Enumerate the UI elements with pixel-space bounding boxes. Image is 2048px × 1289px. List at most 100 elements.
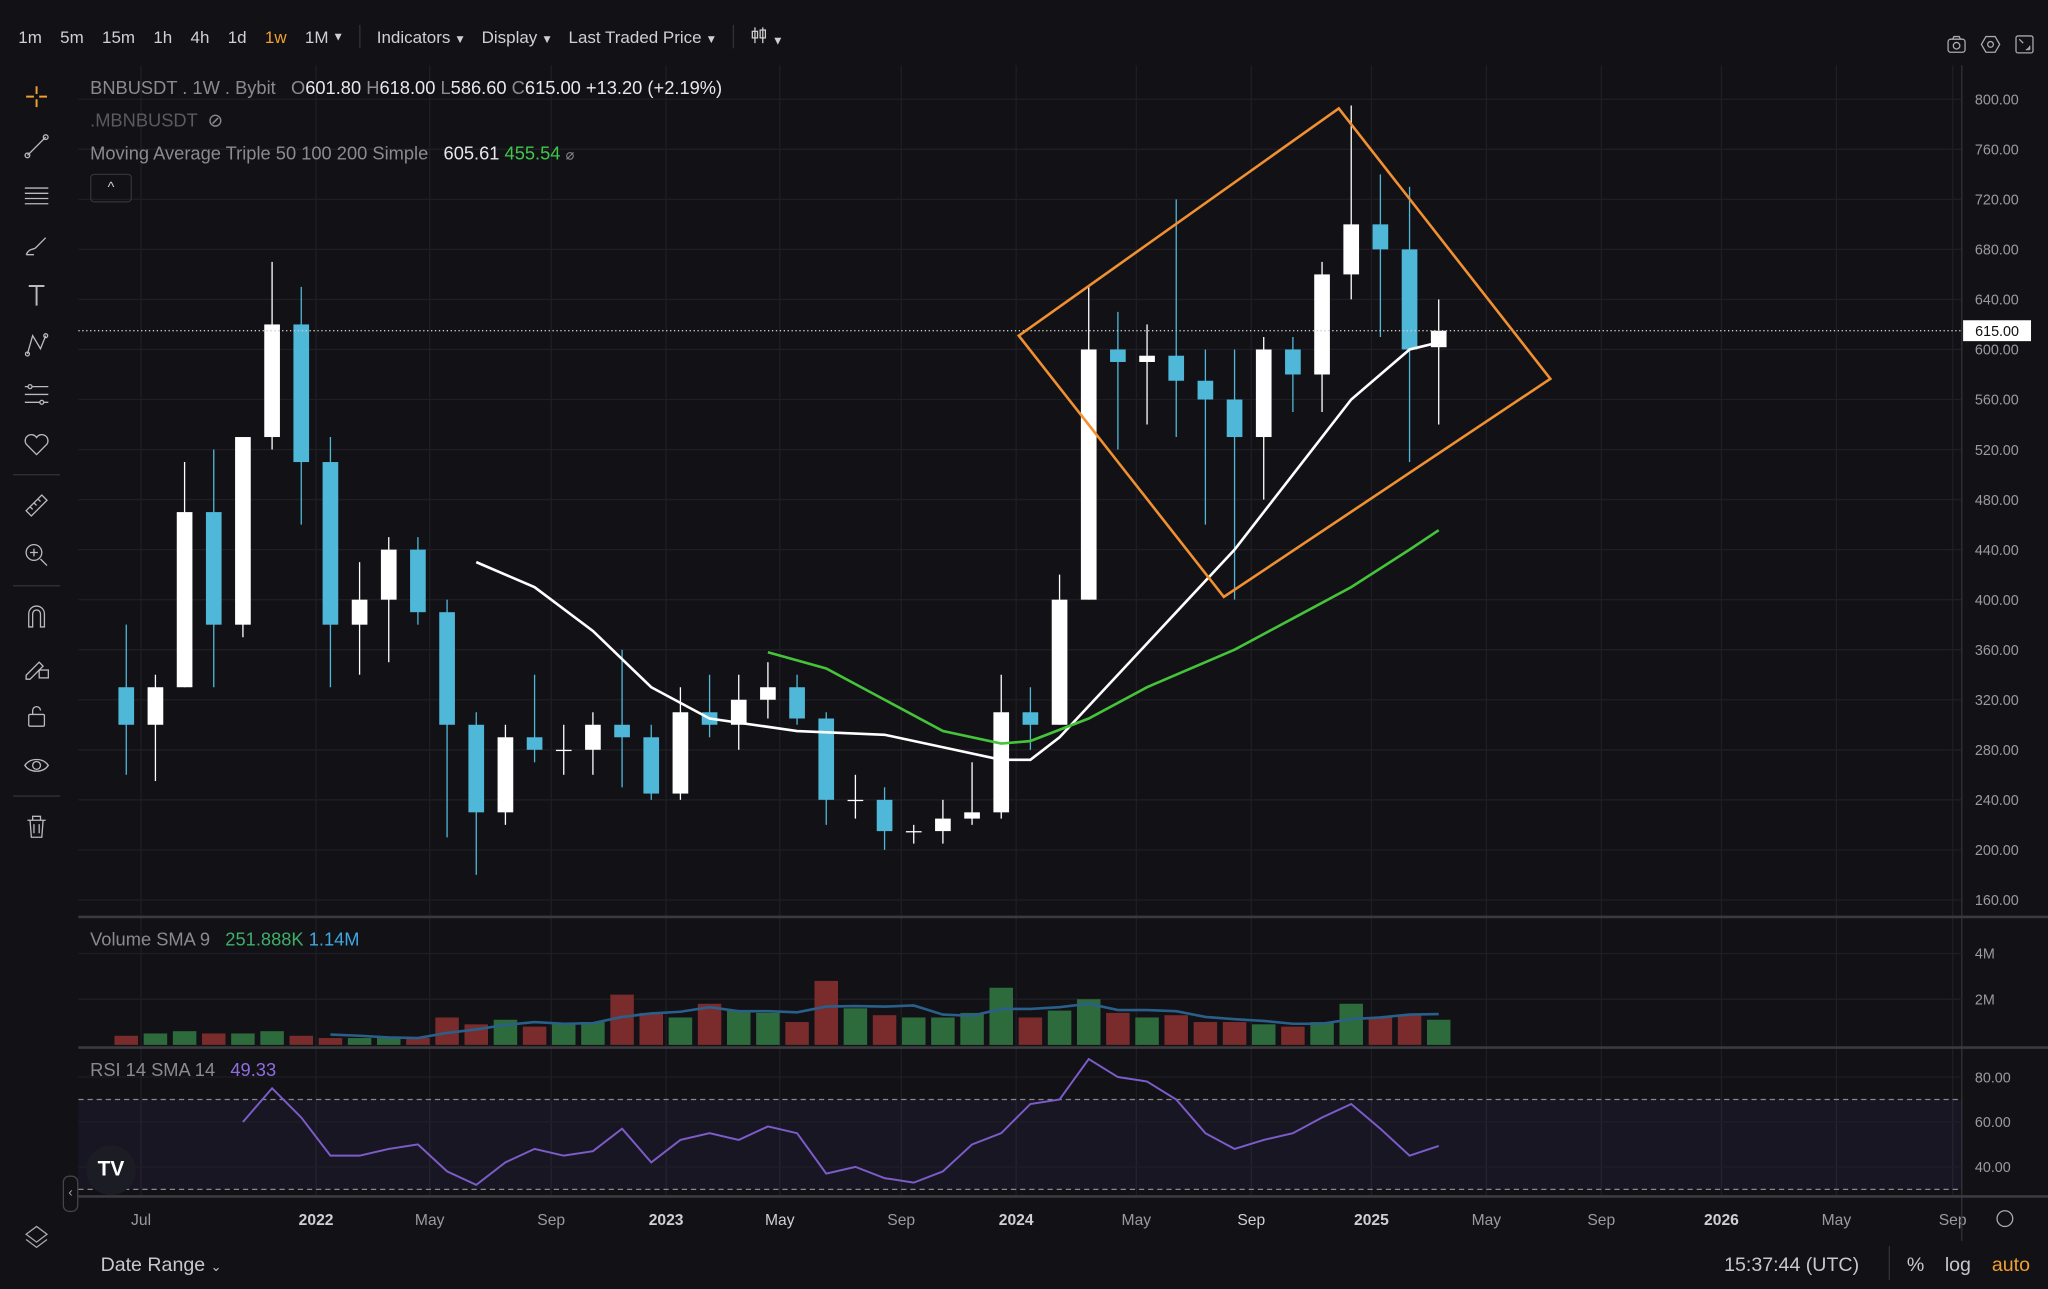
- ma-title[interactable]: Moving Average Triple 50 100 200 Simple: [90, 142, 429, 164]
- crosshair-tool[interactable]: [0, 72, 72, 122]
- brush-tool[interactable]: [0, 221, 72, 271]
- divider: [12, 474, 60, 476]
- candle-body: [439, 612, 455, 725]
- auto-toggle[interactable]: auto: [1991, 1253, 2030, 1277]
- timeframe-dropdown-icon[interactable]: ▼: [332, 30, 345, 44]
- log-toggle[interactable]: log: [1944, 1253, 1971, 1277]
- diamond-pattern-drawing: [1016, 106, 1553, 599]
- na-icon: ⌀: [565, 147, 575, 164]
- fullscreen-icon[interactable]: [2014, 34, 2035, 55]
- rsi-title[interactable]: RSI 14 SMA 14: [90, 1059, 216, 1081]
- symbol-legend: BNBUSDT . 1W . Bybit O601.80 H618.00 L58…: [90, 77, 722, 98]
- time-tick: 2026: [1704, 1212, 1739, 1229]
- tradingview-logo[interactable]: TV: [86, 1145, 136, 1196]
- candle-body: [1226, 399, 1243, 438]
- candle-body: [1343, 224, 1360, 275]
- timeframe-1d[interactable]: 1d: [227, 26, 247, 47]
- volume-sma-value: 1.14M: [308, 928, 360, 950]
- horizontal-lines-tool[interactable]: [0, 171, 72, 221]
- mark-price-legend: .MBNBUSDT ⊘: [90, 110, 223, 132]
- fib-tool[interactable]: [0, 370, 72, 420]
- change-value: +13.20 (+2.19%): [585, 77, 723, 98]
- eye-tool[interactable]: [0, 741, 72, 791]
- timeframe-1M[interactable]: 1M: [304, 26, 329, 47]
- ma-legend: Moving Average Triple 50 100 200 Simple …: [90, 142, 574, 163]
- lock-drawing-tool[interactable]: [0, 641, 72, 691]
- candle-body: [789, 687, 805, 719]
- camera-icon[interactable]: [1946, 34, 1967, 55]
- candle-body: [1080, 349, 1097, 600]
- price-tick: 480.00: [1975, 493, 2019, 509]
- clock[interactable]: 15:37:44 (UTC): [1724, 1253, 1860, 1277]
- brush-icon: [24, 237, 46, 256]
- favorite-tool[interactable]: [0, 419, 72, 469]
- time-tick: May: [765, 1212, 795, 1229]
- timeframe-4h[interactable]: 4h: [190, 26, 210, 47]
- candle-body: [293, 324, 310, 463]
- zoom-in-tool[interactable]: [0, 530, 72, 580]
- price-type-menu[interactable]: Last Traded Price ▼: [569, 27, 718, 47]
- timeframe-1w[interactable]: 1w: [264, 26, 287, 47]
- magnet-icon: [27, 605, 45, 628]
- trendline-tool[interactable]: [0, 121, 72, 171]
- percent-toggle[interactable]: %: [1906, 1253, 1925, 1277]
- collapse-legend-button[interactable]: ^: [90, 173, 132, 203]
- time-tick: 2025: [1354, 1212, 1389, 1229]
- candle-body: [643, 737, 660, 794]
- pattern-icon: [24, 333, 48, 357]
- layers-icon[interactable]: [22, 1224, 51, 1253]
- close-value: 615.00: [524, 77, 581, 98]
- price-tick: 680.00: [1975, 243, 2019, 259]
- candle-body: [876, 799, 893, 832]
- display-menu[interactable]: Display ▼: [482, 27, 553, 47]
- candle-body: [497, 737, 514, 813]
- divider: [12, 795, 60, 797]
- chevron-down-icon: ⌄: [210, 1260, 222, 1275]
- price-tick: 760.00: [1975, 143, 2019, 159]
- date-range-button[interactable]: Date Range ⌄: [101, 1254, 222, 1276]
- timeframe-1m[interactable]: 1m: [18, 26, 42, 47]
- candle-body: [1168, 355, 1185, 381]
- drawing-toolbar: [0, 72, 72, 852]
- candle-body: [1401, 249, 1418, 350]
- candle-body: [585, 724, 601, 750]
- timeframe-15m[interactable]: 15m: [102, 26, 136, 47]
- candle-body: [1110, 349, 1126, 362]
- text-tool[interactable]: [0, 270, 72, 320]
- volume-bar: [435, 1017, 459, 1045]
- hidden-eye-icon[interactable]: ⊘: [202, 109, 223, 131]
- volume-bar: [697, 1003, 722, 1045]
- timeframe-1h[interactable]: 1h: [153, 26, 173, 47]
- chart-type-menu[interactable]: ▼: [750, 25, 784, 47]
- time-tick: Sep: [1939, 1212, 1967, 1229]
- unlock-tool[interactable]: [0, 691, 72, 741]
- timeframe-5m[interactable]: 5m: [60, 26, 84, 47]
- trash-tool[interactable]: [0, 802, 72, 852]
- bottom-bar: Date Range ⌄ 15:37:44 (UTC) % log auto: [0, 1225, 2048, 1289]
- volume-title[interactable]: Volume SMA 9: [90, 928, 211, 950]
- indicators-menu[interactable]: Indicators ▼: [377, 27, 466, 47]
- volume-bar: [726, 1010, 751, 1045]
- divider: [359, 24, 362, 49]
- symbol-name[interactable]: BNBUSDT . 1W . Bybit: [90, 77, 276, 98]
- pattern-tool[interactable]: [0, 320, 72, 370]
- candle-body: [264, 324, 280, 438]
- candle-body: [410, 549, 426, 613]
- axis-settings-icon[interactable]: [1996, 1210, 2014, 1228]
- candle-body: [147, 687, 164, 725]
- price-tick: 520.00: [1975, 443, 2019, 459]
- candle-body: [526, 737, 543, 750]
- volume-bar: [843, 1008, 868, 1045]
- volume-bar: [1135, 1017, 1159, 1045]
- ruler-tool[interactable]: [0, 481, 72, 531]
- volume-bar: [1164, 1015, 1188, 1045]
- collapse-toolbar-button[interactable]: ‹: [62, 1175, 79, 1213]
- candle-body: [905, 831, 922, 833]
- magnet-tool[interactable]: [0, 592, 72, 642]
- settings-icon[interactable]: [1980, 34, 2001, 55]
- time-tick: Sep: [1587, 1212, 1615, 1229]
- close-label: C: [511, 77, 525, 98]
- price-tick: 720.00: [1975, 193, 2019, 209]
- volume-bar: [814, 980, 838, 1045]
